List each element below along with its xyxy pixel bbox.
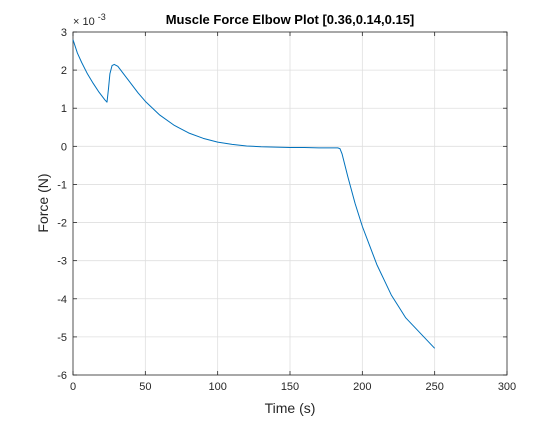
axis-ticks [72,31,508,376]
x-tick-label: 50 [139,381,151,393]
y-exponent-multiplier: × 10 -3 [73,12,106,28]
y-tick-label: 1 [61,103,67,115]
x-tick-label: 300 [498,381,516,393]
x-tick-label: 250 [425,381,443,393]
y-tick-label: -6 [57,370,67,382]
x-tick-label: 150 [281,381,299,393]
x-tick-label: 200 [353,381,371,393]
chart-title: Muscle Force Elbow Plot [0.36,0.14,0.15] [166,12,415,27]
x-tick-labels: 0 50 100 150 200 250 300 [70,381,516,393]
x-axis-label: Time (s) [265,400,316,416]
y-exponent-power: -3 [98,12,106,22]
y-axis-label: Force (N) [35,173,51,232]
grid [73,32,507,375]
y-tick-label: -2 [57,218,67,230]
data-line [72,39,436,349]
y-exponent-base: × 10 [73,16,95,28]
y-tick-label: 2 [61,65,67,77]
y-tick-label: -1 [57,179,67,191]
y-tick-labels: -6 -5 -4 -3 -2 -1 0 1 2 3 [57,27,67,382]
y-tick-label: -4 [57,294,67,306]
x-tick-label: 0 [70,381,76,393]
y-tick-label: -3 [57,256,67,268]
y-tick-label: -5 [57,332,67,344]
y-tick-label: 0 [61,141,67,153]
y-tick-label: 3 [61,27,67,39]
x-tick-label: 100 [208,381,226,393]
